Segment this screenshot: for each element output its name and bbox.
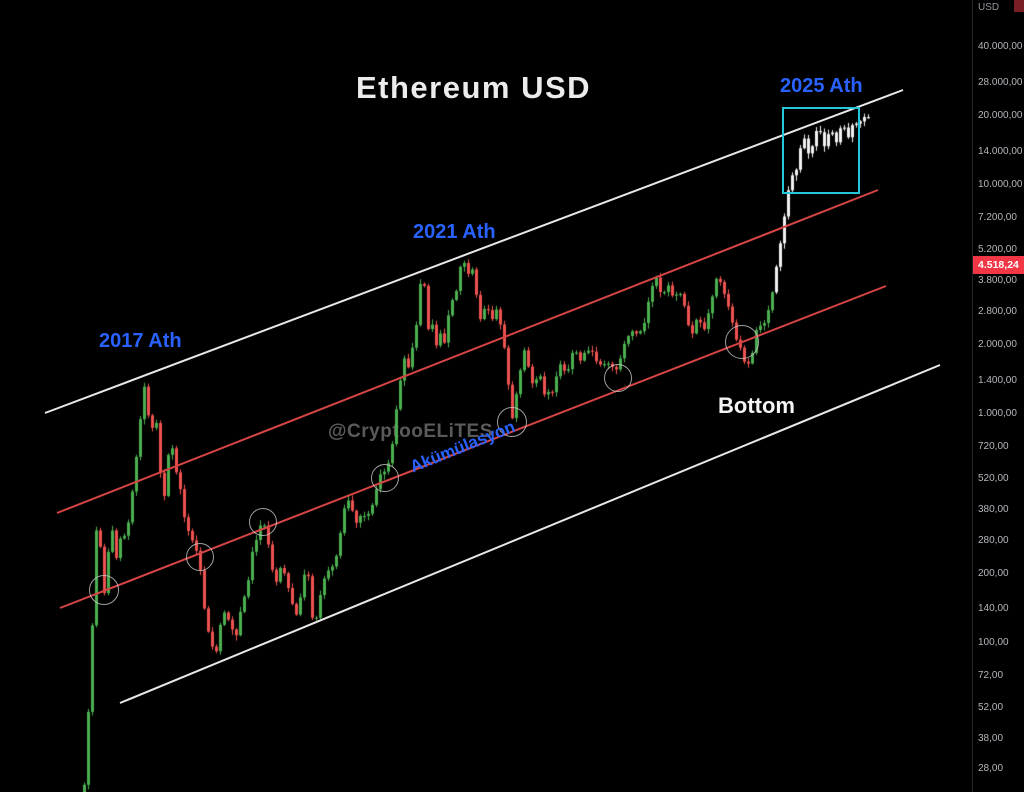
trendline-touch-circle[interactable] <box>89 575 119 605</box>
price-axis-tick: 5.200,00 <box>978 244 1017 256</box>
price-axis-tick: 2.000,00 <box>978 339 1017 351</box>
price-axis-tick: 2.800,00 <box>978 305 1017 317</box>
current-price-badge: 4.518,24 <box>973 256 1024 275</box>
clipped-corner-price-badge <box>1014 0 1024 12</box>
price-axis-tick: 7.200,00 <box>978 211 1017 223</box>
trendline-touch-circle[interactable] <box>249 508 277 536</box>
label-2025-ath[interactable]: 2025 Ath <box>780 75 863 97</box>
price-axis-tick: 140,00 <box>978 603 1009 615</box>
price-axis[interactable]: USD 4.518,24 40.000,00 28.000,00 20.000,00… <box>972 0 1024 792</box>
price-axis-tick: 20.000,00 <box>978 110 1023 122</box>
ath-2025-highlight-box[interactable] <box>782 107 860 194</box>
price-axis-tick: 28.000,00 <box>978 76 1023 88</box>
label-bottom[interactable]: Bottom <box>718 393 795 418</box>
chart-title[interactable]: Ethereum USD <box>356 70 592 105</box>
price-axis-tick: 3.800,00 <box>978 275 1017 287</box>
price-axis-tick: 14.000,00 <box>978 145 1023 157</box>
label-2021-ath[interactable]: 2021 Ath <box>413 221 496 243</box>
price-axis-tick: 200,00 <box>978 568 1009 579</box>
price-axis-tick: 280,00 <box>978 534 1009 546</box>
price-axis-tick: 380,00 <box>978 504 1009 516</box>
price-axis-tick: 1.400,00 <box>978 374 1017 386</box>
price-axis-tick: 28,00 <box>978 763 1004 775</box>
trendline-touch-circle[interactable] <box>725 325 759 359</box>
label-2017-ath[interactable]: 2017 Ath <box>99 330 182 352</box>
price-axis-tick: 720,00 <box>978 440 1009 452</box>
price-axis-tick: 10.000,00 <box>978 179 1023 191</box>
price-axis-tick: 40.000,00 <box>978 41 1023 53</box>
price-axis-tick: 1.000,00 <box>978 408 1017 420</box>
price-axis-currency-label: USD <box>978 2 1000 13</box>
price-axis-tick: 100,00 <box>978 636 1009 648</box>
price-axis-tick: 520,00 <box>978 473 1009 485</box>
price-axis-tick: 72,00 <box>978 669 1004 681</box>
price-axis-tick: 52,00 <box>978 701 1004 713</box>
trendline-touch-circle[interactable] <box>186 543 214 571</box>
trendline-touch-circle[interactable] <box>371 464 399 492</box>
trendline-touch-circle[interactable] <box>604 364 632 392</box>
price-axis-tick: 38,00 <box>978 733 1004 745</box>
